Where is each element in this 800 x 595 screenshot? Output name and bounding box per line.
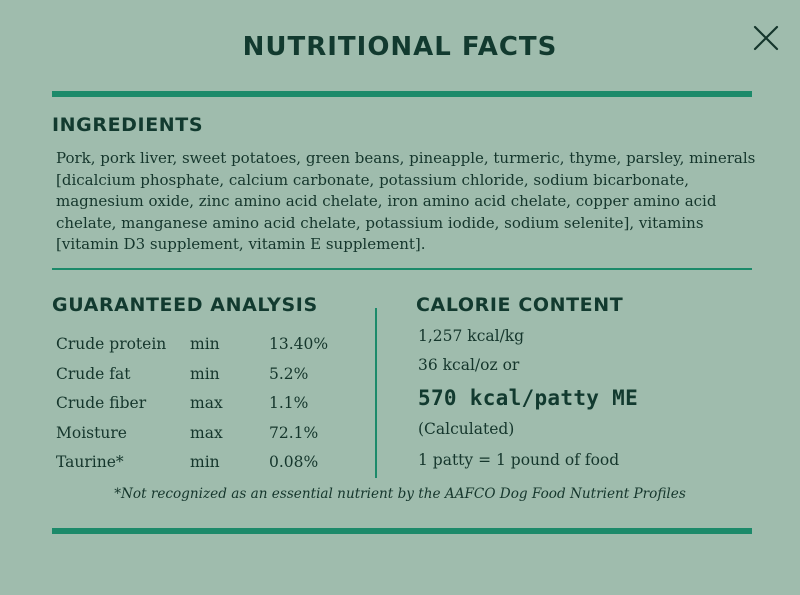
calculated-note: (Calculated) <box>418 420 515 438</box>
page-title: NUTRITIONAL FACTS <box>242 32 558 62</box>
top-divider <box>52 91 752 97</box>
close-button[interactable] <box>752 24 780 52</box>
nutrient-modifier: min <box>190 453 220 471</box>
nutrient-name: Taurine* <box>56 453 124 471</box>
nutrient-modifier: min <box>190 364 220 383</box>
patty-weight-note: 1 patty = 1 pound of food <box>418 451 620 469</box>
bottom-divider <box>52 528 752 534</box>
column-divider <box>375 308 377 478</box>
ingredients-heading: INGREDIENTS <box>52 114 204 136</box>
close-icon <box>753 25 779 51</box>
nutrient-value: 1.1% <box>269 394 309 412</box>
nutrient-modifier: min <box>190 335 220 353</box>
nutrient-value: 5.2% <box>269 364 309 383</box>
guaranteed-analysis-table: Crude protein min 13.40% Crude fat min 5… <box>56 330 349 478</box>
analysis-row: Moisture max 72.1% <box>56 419 349 449</box>
nutrient-value: 72.1% <box>269 423 319 442</box>
nutrient-name: Crude fiber <box>56 394 147 412</box>
calorie-content-heading: CALORIE CONTENT <box>416 294 624 316</box>
analysis-row: Crude protein min 13.40% <box>56 330 349 360</box>
nutrient-value: 13.40% <box>269 335 329 353</box>
nutrient-name: Crude fat <box>56 364 131 383</box>
nutrient-modifier: max <box>190 423 223 442</box>
nutrient-value: 0.08% <box>269 453 319 471</box>
guaranteed-analysis-heading: GUARANTEED ANALYSIS <box>52 294 318 316</box>
analysis-row: Crude fiber max 1.1% <box>56 389 349 419</box>
nutrient-modifier: max <box>190 394 223 412</box>
calorie-per-oz: 36 kcal/oz or <box>418 356 520 374</box>
nutrient-name: Crude protein <box>56 335 167 353</box>
footnote: *Not recognized as an essential nutrient… <box>114 486 686 502</box>
section-divider <box>52 268 752 270</box>
nutrient-name: Moisture <box>56 423 127 442</box>
ingredients-text: Pork, pork liver, sweet potatoes, green … <box>56 149 756 253</box>
calorie-per-kg: 1,257 kcal/kg <box>418 327 525 345</box>
calorie-per-patty: 570 kcal/patty ME <box>418 386 639 410</box>
analysis-row: Crude fat min 5.2% <box>56 360 349 390</box>
analysis-row: Taurine* min 0.08% <box>56 448 349 478</box>
